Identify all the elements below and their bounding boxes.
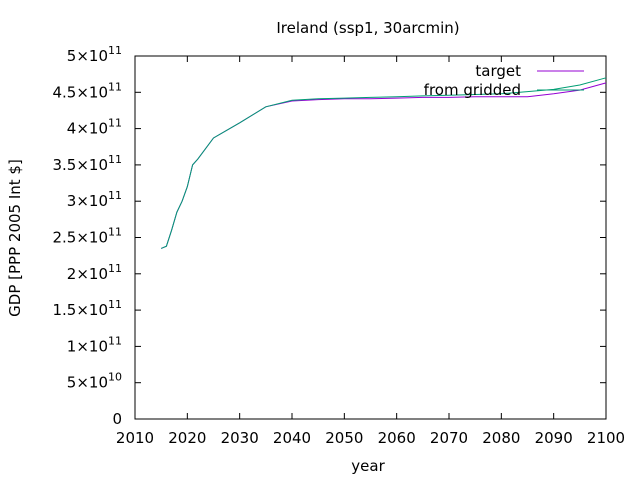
y-tick-label: 3×1011 [67,189,122,210]
x-tick-label: 2040 [273,429,311,447]
y-tick-label: 1.5×1011 [52,298,122,319]
y-tick-label: 5×1011 [67,44,122,65]
series-lines [161,77,607,249]
legend-label: from gridded [424,81,521,99]
x-tick-label: 2050 [325,429,363,447]
y-axis: 0 5×1010 1×1011 1.5×1011 2×1011 2.5×1011 3×101… [52,44,606,428]
y-tick-label: 5×1010 [67,371,122,392]
x-axis-label: year [351,457,385,475]
legend-label: target [475,62,521,80]
x-tick-label: 2100 [587,429,625,447]
y-tick-label: 4.5×1011 [52,80,122,101]
x-tick-label: 2080 [482,429,520,447]
series-line-1 [161,82,607,249]
x-tick-label: 2020 [168,429,206,447]
plot-border [134,55,607,420]
y-tick-label: 0 [112,410,122,428]
y-tick-label: 3.5×1011 [52,153,122,174]
x-tick-label: 2010 [116,429,154,447]
x-axis: 2010 2020 2030 2040 2050 2060 2070 2080 2090 2100 [116,56,625,447]
plot-area [134,55,607,420]
x-tick-label: 2090 [535,429,573,447]
y-tick-label: 2.5×1011 [52,226,122,247]
x-tick-label: 2070 [430,429,468,447]
y-tick-label: 2×1011 [67,262,122,283]
y-tick-label: 4×1011 [67,117,122,138]
y-tick-label: 1×1011 [67,334,122,355]
x-tick-label: 2030 [221,429,259,447]
x-tick-label: 2060 [378,429,416,447]
series-line-2 [161,77,607,249]
chart-title: Ireland (ssp1, 30arcmin) [276,19,459,37]
y-axis-label: GDP [PPP 2005 Int $] [6,159,24,317]
